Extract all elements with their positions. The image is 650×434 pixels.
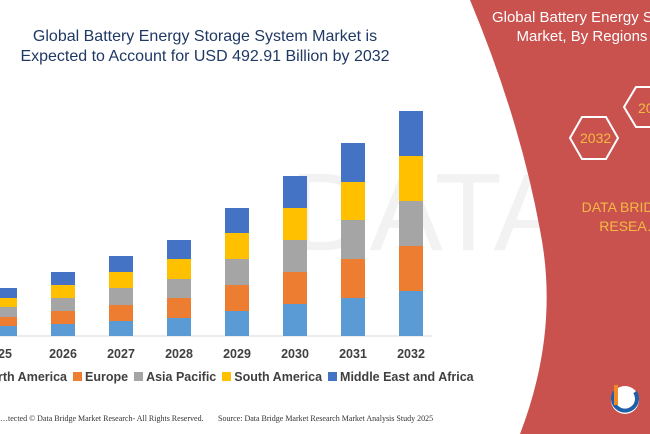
bar-2027-asia-pacific bbox=[109, 288, 133, 305]
bar-2029-europe bbox=[225, 285, 249, 311]
legend-item: rth America bbox=[0, 370, 67, 384]
chart-title: Global Battery Energy Storage System Mar… bbox=[20, 28, 390, 65]
bar-2026-north-america bbox=[51, 324, 75, 336]
footer-copyright: …tected © Data Bridge Market Research- A… bbox=[0, 414, 204, 423]
bar-2027-north-america bbox=[109, 321, 133, 336]
bar-2030-asia-pacific bbox=[283, 240, 307, 272]
bar-2030-south-america bbox=[283, 208, 307, 240]
x-tick-label: 2031 bbox=[339, 347, 367, 361]
logo-icon bbox=[611, 385, 639, 414]
footer-source: Source: Data Bridge Market Research Mark… bbox=[218, 414, 434, 423]
bar-2031-south-america bbox=[341, 182, 365, 220]
bar-2030-europe bbox=[283, 272, 307, 304]
legend: rth America Europe Asia Pacific South Ameri… bbox=[0, 370, 474, 384]
bar-2031-europe bbox=[341, 259, 365, 298]
legend-swatch bbox=[328, 372, 338, 381]
x-tick-label: 2029 bbox=[223, 347, 251, 361]
bar-2030-north-america bbox=[283, 304, 307, 336]
bar-2026-south-america bbox=[51, 285, 75, 298]
hex-2 bbox=[622, 86, 650, 128]
bar-2029-middle-east-and-africa bbox=[225, 208, 249, 233]
side-panel-title: Global Battery Energy St… Market, By Reg… bbox=[491, 9, 650, 45]
legend-item: Asia Pacific bbox=[128, 370, 216, 384]
bar-2031-asia-pacific bbox=[341, 220, 365, 259]
bar-2032-middle-east-and-africa bbox=[399, 111, 423, 156]
bar-2032-south-america bbox=[399, 156, 423, 201]
x-tick-label: 25 bbox=[0, 347, 12, 361]
side-panel-brand: DATA BRIDG… RESEA… bbox=[581, 199, 650, 234]
bar-2028-asia-pacific bbox=[167, 279, 191, 298]
bar-2026-middle-east-and-africa bbox=[51, 272, 75, 285]
legend-swatch bbox=[73, 372, 83, 381]
bar-2028-middle-east-and-africa bbox=[167, 240, 191, 259]
bar-2027-europe bbox=[109, 305, 133, 321]
bar-2031-north-america bbox=[341, 298, 365, 336]
bar-2030-middle-east-and-africa bbox=[283, 176, 307, 208]
bar-2027-south-america bbox=[109, 272, 133, 288]
bar-2029-asia-pacific bbox=[225, 259, 249, 285]
bar-2027-middle-east-and-africa bbox=[109, 256, 133, 272]
bar-2026-europe bbox=[51, 311, 75, 324]
legend-label: Asia Pacific bbox=[146, 370, 217, 384]
bar-2028-south-america bbox=[167, 259, 191, 279]
legend-item: South America bbox=[216, 370, 322, 384]
bar-2025-asia-pacific bbox=[0, 307, 17, 317]
legend-label: rth America bbox=[0, 370, 68, 384]
bar-2025-north-america bbox=[0, 326, 17, 336]
bar-2026-asia-pacific bbox=[51, 298, 75, 311]
hex-year-1: 2032 bbox=[580, 130, 612, 146]
bar-2032-asia-pacific bbox=[399, 201, 423, 246]
legend-label: South America bbox=[234, 370, 323, 384]
legend-swatch bbox=[134, 372, 144, 381]
bar-2029-south-america bbox=[225, 233, 249, 259]
bar-2031-middle-east-and-africa bbox=[341, 143, 365, 182]
x-tick-label: 2032 bbox=[397, 347, 425, 361]
bar-2032-north-america bbox=[399, 291, 423, 336]
bar-2028-europe bbox=[167, 298, 191, 318]
hex-2032 bbox=[568, 116, 620, 160]
x-tick-label: 2027 bbox=[107, 347, 135, 361]
watermark: DATA bbox=[290, 151, 568, 274]
x-tick-label: 2026 bbox=[49, 347, 77, 361]
bar-2029-north-america bbox=[225, 311, 249, 336]
x-tick-label: 2028 bbox=[165, 347, 193, 361]
bar-2028-north-america bbox=[167, 318, 191, 336]
legend-label: Europe bbox=[85, 370, 129, 384]
side-panel-shape bbox=[470, 0, 650, 434]
x-tick-label: 2030 bbox=[281, 347, 309, 361]
bar-2025-south-america bbox=[0, 298, 17, 307]
bar-2025-middle-east-and-africa bbox=[0, 288, 17, 298]
bar-2025-europe bbox=[0, 317, 17, 326]
legend-item: Europe bbox=[67, 370, 128, 384]
bar-2032-europe bbox=[399, 246, 423, 291]
legend-item: Middle East and Africa bbox=[322, 370, 474, 384]
legend-label: Middle East and Africa bbox=[340, 370, 474, 384]
legend-swatch bbox=[222, 372, 232, 381]
hex-year-2: 20 bbox=[638, 100, 650, 116]
